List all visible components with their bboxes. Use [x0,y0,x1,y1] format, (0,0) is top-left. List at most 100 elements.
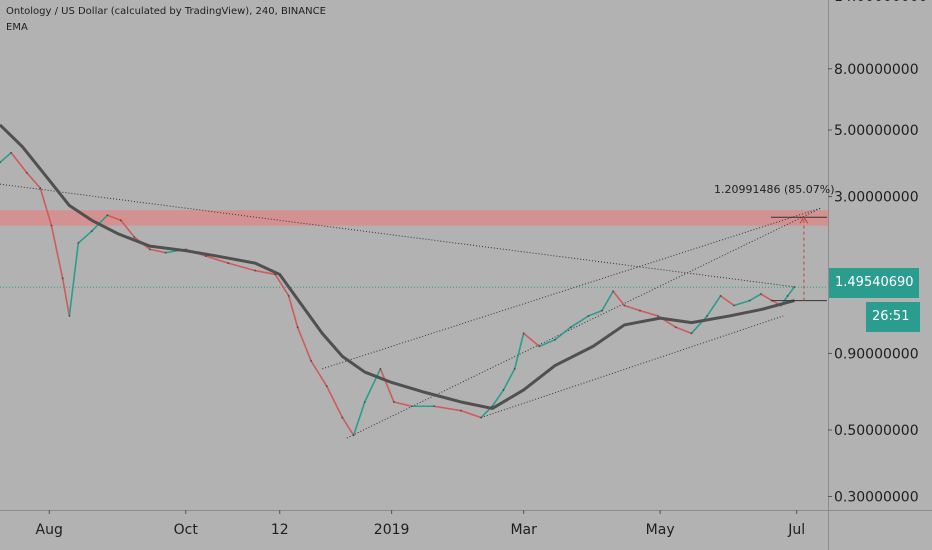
price-segment [675,326,692,335]
price-point [554,338,556,341]
price-point [133,236,136,238]
price-point [639,309,641,312]
price-point [254,269,257,272]
price-point [164,251,167,254]
price-segment [274,274,290,297]
price-segment [523,332,540,347]
x-tick-label: May [646,522,675,538]
price-point [460,409,462,412]
price-point [106,214,109,217]
price-segment [120,219,135,238]
price-segment [749,293,762,302]
price-segment [570,315,589,328]
price-segment [287,295,299,328]
price-segment [0,152,12,163]
y-tick-label: 5.00000000 [834,123,919,139]
price-point [287,294,290,297]
price-point [748,299,751,302]
y-tick-label: 0.30000000 [834,490,919,506]
price-point [50,224,53,227]
x-tick-label: Jul [787,522,805,538]
price-segment [491,389,505,407]
price-segment [690,315,708,334]
price-segment [205,255,229,264]
price-segment [539,338,556,348]
y-tick-label: 3.00000000 [834,190,919,206]
price-point [719,294,722,297]
trendline-3 [346,207,822,439]
price-segment [341,417,355,436]
measure-label: 1.20991486 (85.07%) [714,183,835,196]
price-segment [434,405,462,412]
price-point [363,401,366,403]
price-point [759,293,762,295]
x-tick-label: Oct [174,522,199,538]
price-point [706,315,709,317]
price-segment [352,401,366,436]
price-point [522,332,525,335]
trendline-2 [322,207,822,370]
price-point [149,248,151,251]
price-segment [706,295,722,317]
price-point [480,416,483,419]
price-point [352,434,355,437]
price-point [786,294,789,297]
measure-arrow-head [799,216,809,224]
price-segment [149,248,166,254]
price-segment [612,290,625,307]
price-point [0,161,1,164]
y-tick-label: 8.00000000 [834,62,919,78]
trendline-4 [480,315,784,419]
price-segment [61,278,71,317]
price-segment [720,295,735,307]
y-tick-label: 0.50000000 [834,423,919,439]
price-point [733,304,735,307]
price-segment [364,368,382,403]
x-tick-label: Aug [36,522,63,538]
x-tick-label: 12 [271,522,289,538]
bar-countdown-tag: 26:51 [866,302,920,332]
price-segment [733,299,750,307]
price-point [657,315,659,317]
price-point [569,326,572,329]
price-point [325,385,328,388]
symbol-title: Ontology / US Dollar (calculated by Trad… [6,6,326,17]
price-point [410,405,413,408]
price-point [341,416,344,419]
price-segment [760,293,773,302]
price-segment [624,304,641,312]
price-segment [107,214,122,222]
price-point [77,242,80,244]
price-point [119,219,122,222]
price-segment [379,368,395,403]
price-point [502,389,505,391]
price-segment [39,187,53,226]
price-point [587,315,590,317]
price-segment [787,286,796,297]
price-point [68,315,71,317]
price-segment [639,309,659,317]
price-segment [296,326,312,362]
price-point [674,326,677,329]
price-point [10,151,13,154]
price-segment [601,290,614,312]
price-segment [228,262,256,272]
price-point [538,345,541,348]
y-tick-label: 0.90000000 [834,346,919,362]
price-point [793,285,796,288]
price-point [39,187,42,190]
price-segment [254,269,276,276]
price-point [392,401,395,403]
price-segment [68,242,80,317]
resistance-zone [0,210,828,226]
current-price-tag: 1.49540690 [829,268,919,298]
price-point [61,277,64,280]
price-segment [10,152,28,174]
price-point [513,367,516,370]
y-tick-label: 14.00000000 [834,0,928,5]
price-segment [77,230,93,244]
price-segment [310,360,328,387]
chart-legend: Ontology / US Dollar (calculated by Trad… [6,4,326,36]
